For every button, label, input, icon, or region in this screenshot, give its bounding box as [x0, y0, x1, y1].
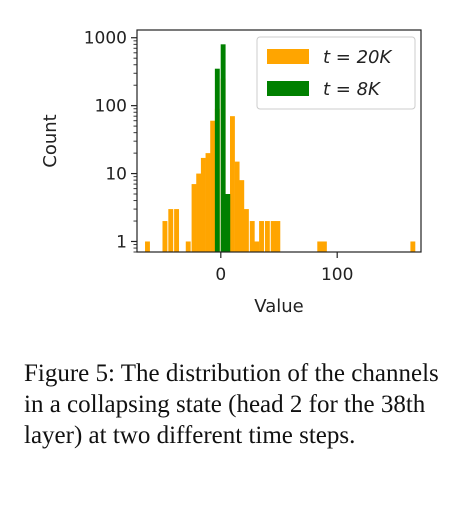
bar-20k	[168, 209, 174, 252]
bar-20k	[243, 209, 249, 252]
legend-label-8k: t = 8K	[323, 79, 381, 100]
bars-layer	[145, 44, 416, 252]
bar-8k	[214, 68, 220, 252]
bar-20k	[145, 241, 150, 252]
legend-label-20k: t = 20K	[323, 47, 392, 68]
legend-swatch-20k	[267, 49, 309, 64]
y-tick-label: 10	[105, 165, 127, 185]
bar-20k	[264, 221, 270, 252]
bar-20k	[174, 209, 180, 252]
bar-20k	[185, 241, 191, 252]
y-tick-label: 1	[116, 232, 127, 252]
bar-20k	[230, 116, 235, 252]
x-axis-ticks: 0 100	[215, 252, 353, 285]
bar-20k	[270, 221, 276, 252]
x-tick-label: 100	[321, 265, 353, 285]
bar-20k	[205, 153, 211, 252]
histogram-chart: 1 10 100 1000 0 100 Value Count t = 20K t = …	[40, 29, 422, 317]
y-axis-ticks: 1 10 100 1000	[84, 29, 137, 252]
plot-frame	[136, 29, 422, 253]
bar-20k	[162, 221, 168, 252]
bar-20k	[410, 241, 416, 252]
x-tick-label: 0	[215, 265, 226, 285]
x-axis-label: Value	[254, 296, 303, 317]
bar-20k	[317, 241, 323, 252]
bar-20k	[239, 180, 245, 252]
bar-20k	[200, 157, 206, 252]
bar-20k	[191, 184, 197, 252]
y-axis-label: Count	[40, 114, 61, 167]
bar-8k	[225, 194, 231, 252]
bar-20k	[196, 173, 202, 252]
bar-20k	[259, 221, 264, 252]
bar-20k	[321, 241, 327, 252]
figure-caption: Figure 5: The distribution of the channe…	[24, 360, 439, 449]
bar-20k	[275, 221, 281, 252]
legend-swatch-8k	[267, 81, 309, 96]
bar-20k	[234, 161, 240, 252]
bar-20k	[249, 221, 255, 252]
y-tick-label: 100	[95, 97, 127, 117]
bar-20k	[254, 241, 260, 252]
bar-8k	[220, 44, 226, 252]
legend: t = 20K t = 8K	[256, 36, 416, 110]
y-tick-label: 1000	[84, 29, 127, 49]
bar-20k	[210, 120, 216, 252]
